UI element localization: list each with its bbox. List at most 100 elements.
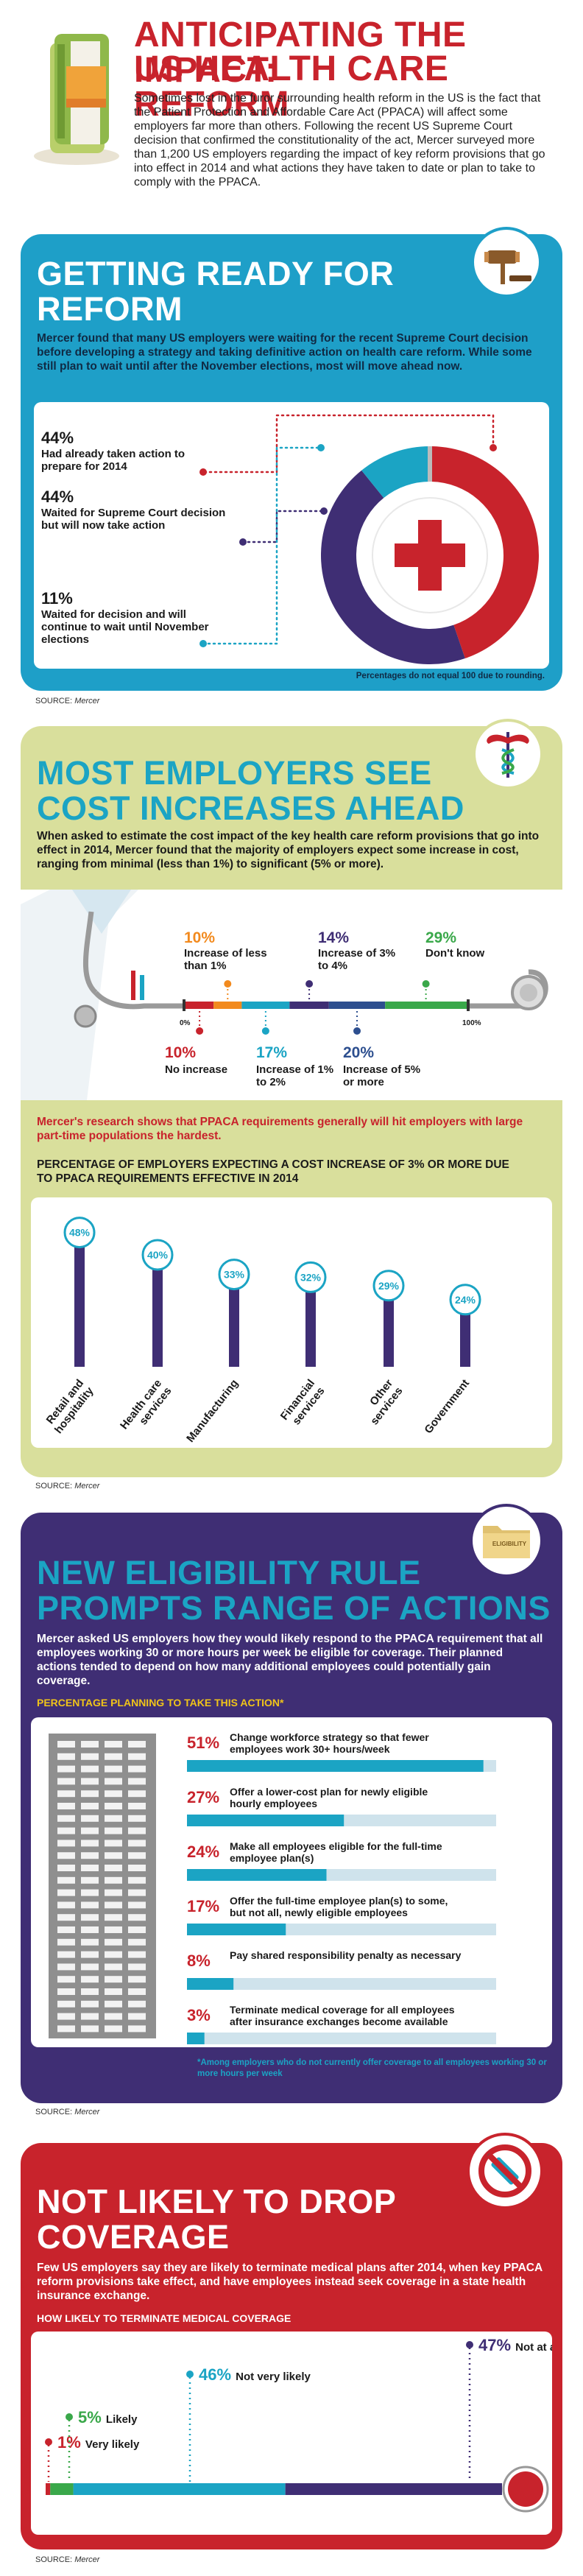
no-syringe-icon — [467, 2133, 543, 2209]
building-window — [57, 1914, 75, 1921]
building-window — [128, 1865, 146, 1871]
building-window — [81, 1938, 99, 1946]
spectrum-segment-3 — [241, 1002, 290, 1009]
likely-label-3: 46% Not very likely — [199, 2365, 311, 2384]
section2-source: SOURCE: Mercer — [35, 1482, 100, 1491]
building-window — [105, 2025, 122, 2033]
spectrum-bottom-dot-1 — [196, 1027, 204, 1035]
industry-category-label-1: Retail andhospitality — [43, 1376, 96, 1436]
building-window — [128, 1963, 146, 1971]
building-window — [128, 1852, 146, 1859]
section3-footnote: *Among employers who do not currently of… — [197, 2058, 547, 2078]
section2-title-line2: COST INCREASES AHEAD — [37, 789, 464, 827]
building-window — [128, 1840, 146, 1847]
action-bar-5 — [187, 1978, 234, 1990]
cost-bottom-pct-1: 10% — [165, 1044, 197, 1061]
section4-title-line2: COVERAGE — [37, 2218, 230, 2256]
action-value-label-6: 3% — [187, 2006, 211, 2024]
building-window — [105, 1778, 122, 1785]
building-window — [57, 1963, 75, 1971]
building-window — [128, 1926, 146, 1933]
actions-bar-chart: 51% Change workforce strategy so that few… — [187, 1731, 496, 2044]
section-cost-increases: MOST EMPLOYERS SEE COST INCREASES AHEAD … — [21, 719, 562, 1477]
spectrum-top-dot-1 — [224, 980, 232, 988]
building-window — [128, 1765, 146, 1773]
cost-top-label-1: Increase of less than 1% — [184, 947, 267, 972]
building-window — [105, 1765, 122, 1773]
industry-bar-6 — [460, 1299, 470, 1367]
ready-label-2: Waited for Supreme Court decision but wi… — [41, 507, 226, 532]
doctor-stethoscope-illustration — [21, 890, 548, 1100]
building-window — [105, 2013, 122, 2020]
likely-segment-1 — [46, 2483, 51, 2495]
action-value-label-1: 51% — [187, 1734, 219, 1752]
building-window — [81, 1951, 99, 1958]
building-window — [57, 1889, 75, 1896]
building-window — [105, 1951, 122, 1958]
industry-bar-cap-5 — [372, 1270, 405, 1302]
building-window — [105, 1876, 122, 1884]
building-window — [105, 1852, 122, 1859]
spectrum-start-tick — [183, 999, 186, 1011]
building-window — [57, 1741, 75, 1748]
building-window — [81, 2025, 99, 2033]
building-window — [81, 1778, 99, 1785]
action-bar-2 — [187, 1815, 344, 1826]
industry-bar-5 — [384, 1285, 394, 1367]
section-eligibility: ELIGIBILITY NEW ELIGIBILITY RULE PROMPTS… — [21, 1504, 562, 2103]
cost-bottom-pct-2: 17% — [256, 1044, 288, 1061]
scale-end-label: 100% — [462, 1019, 481, 1027]
cost-spectrum-card: 0% 100% 10% Increase of less than 1% 14%… — [21, 890, 562, 1100]
building-window — [81, 1803, 99, 1809]
spectrum-bottom-dot-3 — [353, 1027, 361, 1035]
building-window — [57, 1926, 75, 1933]
spectrum-segment-5 — [328, 1002, 386, 1009]
industry-value-label-5: 29% — [378, 1280, 400, 1292]
section4-title-line1: NOT LIKELY TO DROP — [37, 2183, 397, 2220]
building-window — [105, 1741, 122, 1748]
building-window — [105, 1865, 122, 1871]
action-value-label-2: 27% — [187, 1788, 219, 1806]
section1-title-line2: REFORM — [37, 290, 183, 328]
donut-slice-3 — [361, 446, 432, 499]
building-window — [57, 2000, 75, 2007]
building-window — [105, 2000, 122, 2007]
building-window — [105, 1988, 122, 1995]
section1-card: 44% Had already taken action to prepare … — [34, 402, 549, 669]
building-window — [57, 1840, 75, 1847]
office-building-illustration — [49, 1734, 156, 2038]
building-window — [128, 1827, 146, 1834]
likelihood-chart: 1% Very likely 5% Likely 46% Not very like… — [45, 2336, 552, 2513]
building-window — [105, 1827, 122, 1834]
cost-top-pct-2: 14% — [318, 929, 350, 946]
industry-bar-cap-4 — [294, 1261, 327, 1293]
spectrum-segment-6 — [385, 1002, 467, 1009]
building-window — [81, 1753, 99, 1760]
building-window — [105, 1753, 122, 1760]
building-window — [81, 1963, 99, 1971]
industry-value-label-4: 32% — [300, 1271, 322, 1283]
building-window — [81, 1876, 99, 1884]
cost-bottom-label-2: Increase of 1% to 2% — [256, 1063, 334, 1088]
leader-lines — [202, 414, 495, 645]
ready-pct-2: 44% — [41, 488, 74, 506]
building-window — [57, 1865, 75, 1871]
building-window — [128, 1790, 146, 1798]
industry-category-label-5: Otherservices — [358, 1377, 406, 1427]
building-window — [128, 1901, 146, 1909]
building-window — [81, 1765, 99, 1773]
industry-category-label-6: Government — [422, 1377, 472, 1436]
building-window — [105, 1815, 122, 1822]
spectrum-bottom-dot-2 — [261, 1027, 269, 1035]
section3-title-line2: PROMPTS RANGE OF ACTIONS — [37, 1589, 551, 1627]
section4-source: SOURCE: Mercer — [35, 2555, 100, 2564]
building-window — [128, 1951, 146, 1958]
building-window — [128, 1778, 146, 1785]
building-window — [81, 1914, 99, 1921]
likely-segment-3 — [73, 2483, 286, 2495]
building-window — [57, 1827, 75, 1834]
building-window — [57, 1803, 75, 1809]
industry-bar-2 — [152, 1255, 163, 1367]
section-drop-coverage: NOT LIKELY TO DROP COVERAGE Few US emplo… — [21, 2133, 562, 2549]
building-window — [57, 1938, 75, 1946]
